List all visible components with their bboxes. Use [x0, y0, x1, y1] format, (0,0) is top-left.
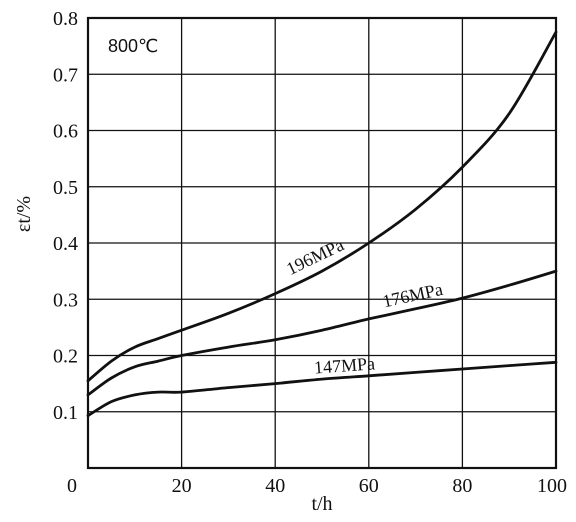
- y-tick-label: 0.4: [53, 233, 78, 255]
- x-tick-label: 60: [359, 475, 379, 497]
- tick-label-group: 0.1 0.2 0.3 0.4 0.5 0.6 0.7 0.8 0 20 40 60 80 100: [53, 8, 567, 497]
- y-tick-label: 0.2: [53, 346, 78, 368]
- x-tick-label: 100: [537, 475, 567, 497]
- y-tick-label: 0.8: [53, 8, 78, 30]
- plot-frame: [86, 16, 558, 470]
- temperature-annotation: 800℃: [108, 36, 158, 56]
- x-tick-label: 80: [452, 475, 472, 497]
- series-176mpa-label: 176MPa: [381, 279, 445, 311]
- y-axis-title: εt/%: [13, 196, 35, 232]
- x-axis-title: t/h: [311, 493, 332, 515]
- grid: [88, 18, 556, 468]
- series-176mpa-line: [86, 269, 558, 397]
- y-tick-label: 0.6: [53, 121, 78, 143]
- y-tick-label: 0.3: [53, 289, 78, 311]
- y-tick-label: 0.5: [53, 177, 78, 199]
- series-196mpa-line: [86, 30, 558, 383]
- x-tick-label: 0: [67, 475, 77, 497]
- series-147mpa-label: 147MPa: [313, 353, 375, 377]
- x-tick-label: 40: [265, 475, 285, 497]
- series-196mpa-label: 196MPa: [283, 234, 347, 278]
- y-tick-label: 0.1: [53, 402, 78, 424]
- series-147mpa-line: [86, 360, 558, 418]
- x-tick-label: 20: [172, 475, 192, 497]
- series-group: [86, 30, 558, 418]
- y-tick-label: 0.7: [53, 64, 78, 86]
